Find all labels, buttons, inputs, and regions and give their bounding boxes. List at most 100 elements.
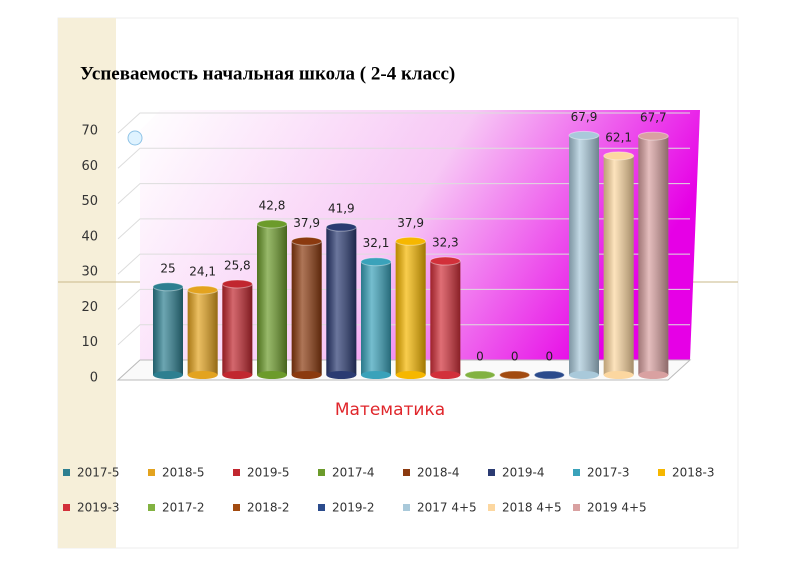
bar-base	[291, 371, 322, 379]
value-label: 32,3	[432, 236, 459, 250]
legend-swatch	[318, 469, 325, 476]
legend-swatch	[403, 504, 410, 511]
grid-line	[117, 288, 690, 310]
legend-label: 2019-2	[332, 501, 375, 515]
legend-label: 2019-3	[77, 501, 120, 515]
legend-label: 2018-2	[247, 501, 290, 515]
legend-swatch	[233, 469, 240, 476]
value-label: 0	[546, 350, 554, 364]
y-tick-label: 30	[81, 265, 98, 280]
legend-swatch	[488, 504, 495, 511]
bar-shade	[222, 283, 253, 375]
bar-shade	[291, 241, 322, 375]
legend-label: 2018-4	[417, 466, 460, 480]
grid-line	[117, 183, 690, 204]
value-label: 62,1	[605, 130, 632, 144]
value-label: 67,9	[571, 110, 598, 124]
y-tick-label: 10	[81, 335, 98, 350]
value-label: 42,8	[259, 198, 286, 212]
legend-swatch	[63, 469, 70, 476]
y-tick-label: 60	[81, 159, 98, 174]
bar-top	[221, 279, 253, 289]
bar-top	[568, 130, 600, 140]
bar-base	[638, 371, 669, 379]
legend-swatch	[488, 469, 495, 476]
bar-shade	[603, 155, 634, 375]
legend-swatch	[403, 469, 410, 476]
y-tick-label: 40	[81, 229, 98, 244]
value-label: 0	[476, 350, 484, 364]
bar-top	[533, 370, 565, 380]
bar-shade	[187, 289, 218, 375]
bar-base	[153, 371, 183, 379]
legend-swatch	[63, 504, 70, 511]
legend-label: 2018-5	[162, 466, 205, 480]
bar-base	[326, 371, 357, 379]
bar-base	[257, 371, 287, 379]
legend-label: 2017-5	[77, 466, 120, 480]
bar-base	[603, 371, 634, 379]
bar-shade	[361, 261, 391, 375]
bar-base	[430, 371, 461, 379]
grid-line	[117, 112, 690, 134]
legend-label: 2019-5	[247, 466, 290, 480]
grid-line	[117, 218, 690, 240]
bar-shade	[638, 136, 669, 375]
bar-base	[222, 371, 253, 379]
bar-shade	[430, 261, 461, 375]
legend-label: 2017-4	[332, 466, 375, 480]
bar-top	[395, 236, 427, 246]
legend-label: 2017-3	[587, 466, 630, 480]
legend-swatch	[658, 469, 665, 476]
value-label: 25,8	[224, 258, 251, 272]
legend-label: 2017 4+5	[417, 501, 477, 515]
bar-top	[603, 151, 635, 161]
legend-swatch	[148, 469, 155, 476]
y-tick-label: 70	[81, 124, 98, 139]
bar-base	[569, 371, 599, 379]
bar-top	[637, 131, 669, 141]
bar-top	[499, 370, 531, 380]
bar-top	[291, 236, 323, 246]
legend-label: 2019 4+5	[587, 501, 647, 515]
legend-label: 2019-4	[502, 466, 545, 480]
value-label: 67,7	[640, 111, 667, 125]
legend-swatch	[573, 504, 580, 511]
bar-shade	[395, 241, 426, 375]
value-label: 25	[160, 261, 175, 275]
bar-top	[360, 257, 392, 267]
value-label: 41,9	[328, 202, 355, 216]
value-label: 37,9	[397, 216, 424, 230]
bar-shade	[326, 227, 357, 375]
y-tick-label: 50	[81, 194, 98, 209]
value-label: 24,1	[189, 264, 216, 278]
category-label: Математика	[335, 400, 445, 420]
legend-label: 2018 4+5	[502, 501, 562, 515]
bar-base	[361, 371, 391, 379]
bar-top	[256, 219, 288, 229]
legend-swatch	[233, 504, 240, 511]
side-panel	[58, 18, 116, 548]
bar-top	[325, 222, 357, 232]
bar-shade	[257, 223, 287, 375]
value-label: 0	[511, 350, 519, 364]
y-tick-label: 20	[81, 300, 98, 315]
legend-swatch	[148, 504, 155, 511]
y-tick-label: 0	[90, 371, 98, 386]
legend-label: 2018-3	[672, 466, 715, 480]
bar-base	[187, 371, 218, 379]
ornament	[127, 130, 143, 146]
bar-top	[429, 256, 461, 266]
bar-top	[187, 285, 219, 295]
bar-base	[395, 371, 426, 379]
value-label: 37,9	[293, 216, 320, 230]
legend-label: 2017-2	[162, 501, 205, 515]
bar-top	[464, 370, 496, 380]
legend-swatch	[573, 469, 580, 476]
grid-line	[117, 147, 690, 169]
bar-shade	[153, 286, 183, 375]
bar-top	[152, 282, 184, 292]
grid-line	[117, 253, 690, 275]
grid-line	[117, 324, 690, 346]
